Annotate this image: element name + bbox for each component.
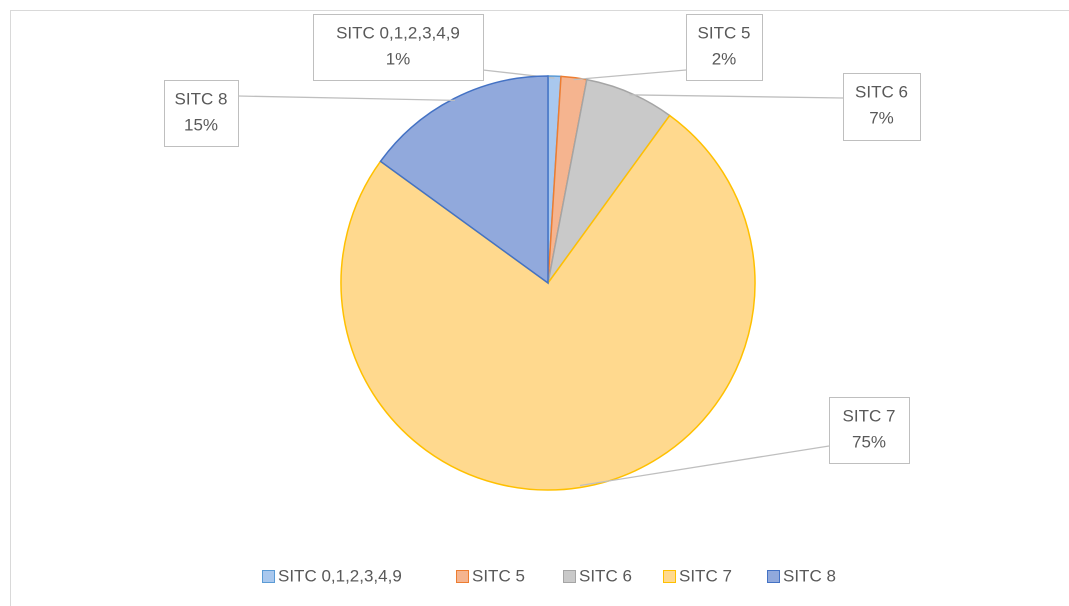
data-label-box bbox=[313, 14, 484, 81]
data-label-value: 2% bbox=[712, 49, 737, 68]
legend-label: SITC 6 bbox=[579, 566, 632, 585]
pie-slice bbox=[340, 114, 756, 491]
data-label-value: 1% bbox=[386, 49, 411, 68]
legend-swatch bbox=[563, 570, 576, 583]
data-label-box bbox=[829, 397, 910, 464]
legend-swatch bbox=[456, 570, 469, 583]
leader-line bbox=[579, 445, 830, 487]
leader-line bbox=[573, 69, 687, 81]
data-label-name: SITC 8 bbox=[175, 89, 228, 108]
data-label-box bbox=[686, 14, 763, 81]
pie-slice bbox=[379, 75, 549, 285]
data-label-value: 75% bbox=[852, 432, 886, 451]
data-label-box bbox=[843, 73, 921, 141]
legend-swatch bbox=[262, 570, 275, 583]
legend-label: SITC 0,1,2,3,4,9 bbox=[278, 566, 402, 585]
data-label-value: 15% bbox=[184, 115, 218, 134]
data-label-name: SITC 6 bbox=[855, 82, 908, 101]
leader-line bbox=[237, 95, 455, 101]
legend-label: SITC 8 bbox=[783, 566, 836, 585]
data-label-name: SITC 7 bbox=[843, 406, 896, 425]
legend-swatch bbox=[767, 570, 780, 583]
legend-label: SITC 7 bbox=[679, 566, 732, 585]
data-label-name: SITC 5 bbox=[698, 23, 751, 42]
legend-swatch bbox=[663, 570, 676, 583]
leader-line bbox=[629, 94, 844, 99]
data-label-value: 7% bbox=[869, 108, 894, 127]
data-label-name: SITC 0,1,2,3,4,9 bbox=[336, 23, 460, 42]
legend-label: SITC 5 bbox=[472, 566, 525, 585]
data-label-box bbox=[164, 80, 239, 147]
